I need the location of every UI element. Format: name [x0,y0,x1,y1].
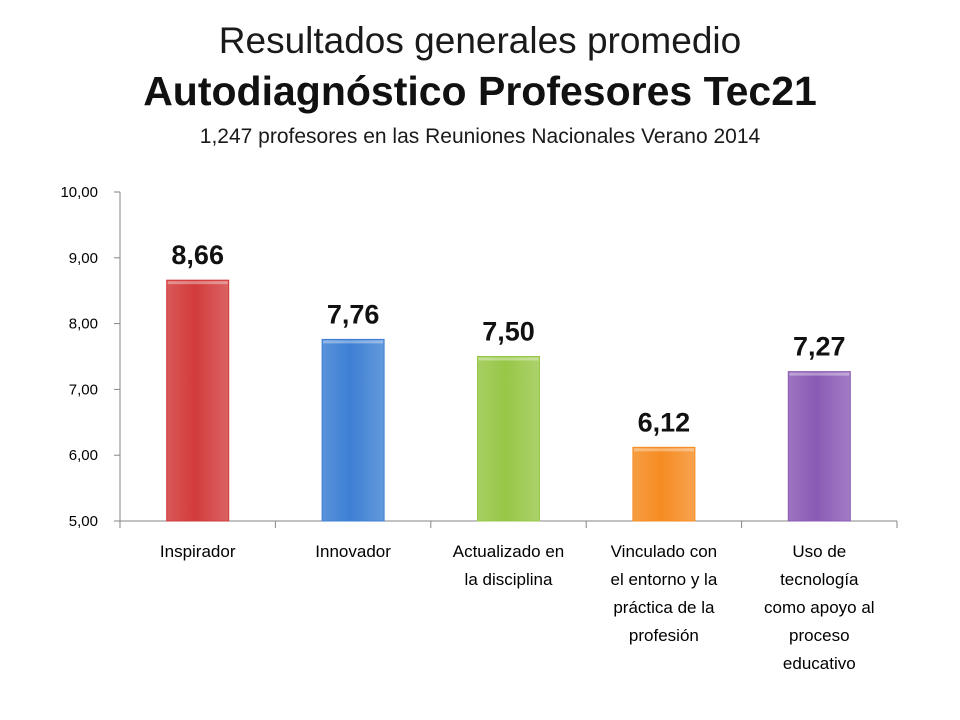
bar-1 [166,279,230,522]
bar-5 [787,371,851,522]
y-tick-label: 9,00 [69,250,98,267]
data-label: 7,76 [327,299,380,329]
chart-title-block: Resultados generales promedio Autodiagnó… [0,18,960,154]
data-label: 7,50 [482,317,535,347]
data-label: 7,27 [793,332,846,362]
category-label: Innovador [315,542,391,561]
data-label: 8,66 [171,240,224,270]
y-tick-label: 8,00 [69,316,98,333]
bar-4 [632,446,696,522]
category-label: Inspirador [160,542,236,561]
bar-highlight [167,281,228,285]
y-tick-label: 7,00 [69,381,98,398]
y-tick-label: 6,00 [69,447,98,464]
category-label: Vinculado con el entorno y la práctica de … [611,542,718,645]
chart-subtitle: Autodiagnóstico Profesores Tec21 [143,68,817,114]
y-tick-label: 5,00 [69,513,98,530]
bar-highlight [789,372,850,376]
data-label: 6,12 [638,407,691,437]
category-label: Actualizado en la disciplina [453,542,565,589]
y-tick-label: 10,00 [60,184,98,201]
category-label: Uso de tecnología como apoyo al proceso educ… [764,542,875,673]
bar-3 [477,356,540,522]
bar-highlight [323,340,384,344]
chart-caption: 1,247 profesores en las Reuniones Nacion… [199,125,761,148]
bar-highlight [478,357,539,361]
chart-title: Resultados generales promedio [218,20,742,61]
bar-2 [321,338,385,522]
bar-highlight [633,448,694,452]
